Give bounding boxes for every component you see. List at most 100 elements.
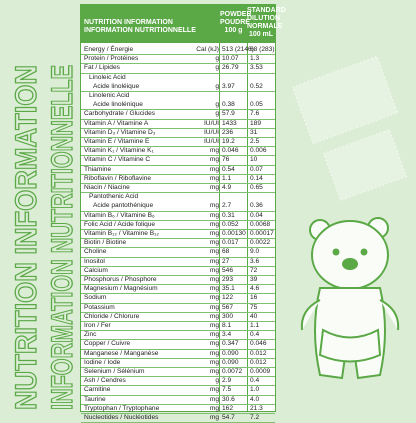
table-row: Energy / Énergie Cal (kJ) 513 (2146) 68 (28… [81, 45, 275, 56]
header-text: POUDRE [220, 19, 250, 26]
row-unit: g [215, 64, 219, 72]
row-label: Biotin / Biotine [84, 239, 127, 247]
row-powder: 76 [222, 156, 230, 164]
row-label: Vitamin K₁ / Vitamine K₁ [84, 147, 154, 155]
header-text: NUTRITION INFORMATION [84, 19, 173, 26]
row-unit: mg [209, 368, 219, 375]
row-unit: IU/UI [203, 138, 219, 145]
row-label: Chloride / Chlorure [84, 312, 140, 320]
row-label: Acide pantothénique [93, 202, 154, 210]
table-row: Folic Acid / Acide folique mg 0.052 0.0068 [81, 220, 275, 230]
row-label: Vitamin B₁₂ / Vitamine B₁₂ [84, 230, 159, 237]
row-powder: 4.9 [222, 184, 232, 191]
header-text: 100 mL [248, 31, 274, 38]
row-label: Phosphorus / Phosphore [84, 276, 157, 283]
row-unit: mg [209, 248, 219, 256]
row-unit: Cal (kJ) [196, 46, 219, 53]
row-powder: 0.0072 [222, 368, 243, 375]
table-row: Chloride / Chlorure mg 300 40 [81, 312, 275, 322]
row-unit: mg [209, 266, 219, 274]
row-label: Vitamin E / Vitamine E [84, 138, 150, 145]
row-unit: mg [209, 395, 219, 403]
row-powder: 546 [222, 266, 234, 274]
table-row: Biotin / Biotine mg 0.017 0.0022 [81, 238, 275, 249]
row-label: Riboflavin / Riboflavine [84, 174, 152, 182]
row-standard: 0.0009 [250, 368, 271, 375]
row-label: Copper / Cuivre [84, 340, 131, 348]
row-standard: 0.4 [250, 377, 260, 385]
column-divider [247, 43, 248, 411]
row-label: Acide linolénique [93, 101, 143, 109]
table-row: Vitamin K₁ / Vitamine K₁ mg 0.046 0.006 [81, 146, 275, 157]
row-label: Folic Acid / Acide folique [84, 220, 156, 228]
row-unit: mg [209, 331, 219, 339]
row-unit: mg [209, 303, 219, 311]
table-row: Nucleotides / Nucléotides mg 54.7 7.2 [81, 413, 275, 423]
row-unit: mg [209, 285, 219, 293]
header-label: NUTRITION INFORMATION INFORMATION NUTRITI… [84, 19, 196, 35]
row-label: Choline [84, 248, 107, 256]
side-banner: NUTRITION INFORMATION INFORMATION NUTRIT… [9, 64, 79, 410]
row-label: Linoleic Acid [89, 73, 126, 81]
row-powder: 0.017 [222, 239, 239, 247]
table-row: Riboflavin / Riboflavine mg 1.1 0.14 [81, 174, 275, 184]
table-row: Copper / Cuivre mg 0.347 0.046 [81, 339, 275, 350]
row-standard: 0.65 [250, 184, 263, 191]
row-powder: 0.090 [222, 349, 239, 357]
row-powder: 300 [222, 312, 234, 320]
table-row: Magnesium / Magnésium mg 35.1 4.6 [81, 284, 275, 295]
header-text: INFORMATION NUTRITIONNELLE [84, 27, 196, 34]
table-row: Vitamin C / Vitamine C mg 76 10 [81, 155, 275, 166]
table-row: Zinc mg 3.4 0.4 [81, 330, 275, 341]
row-standard: 3.6 [250, 257, 260, 265]
row-powder: 0.38 [222, 101, 235, 109]
row-standard: 75 [250, 303, 258, 311]
row-powder: 122 [222, 294, 234, 302]
row-standard: 72 [250, 266, 258, 274]
table-row: Choline mg 68 9.0 [81, 247, 275, 258]
row-label: Vitamin D₃ / Vitamine D₃ [84, 128, 156, 136]
row-label: Carbohydrate / Glucides [84, 110, 156, 118]
row-powder: 54.7 [222, 414, 235, 421]
table-row: Taurine mg 30.6 4.0 [81, 395, 275, 405]
row-label: Manganese / Manganèse [84, 349, 159, 357]
row-unit: mg [209, 174, 219, 182]
row-unit: g [215, 377, 219, 385]
row-unit: mg [209, 239, 219, 247]
table-header: NUTRITION INFORMATION INFORMATION NUTRITI… [81, 5, 286, 43]
row-unit: mg [209, 147, 219, 155]
row-powder: 35.1 [222, 285, 235, 293]
row-standard: 4.6 [250, 285, 260, 293]
row-powder: 0.090 [222, 358, 239, 366]
row-unit: g [215, 110, 219, 118]
row-unit: mg [209, 386, 219, 394]
row-unit: mg [209, 312, 219, 320]
row-powder: 68 [222, 248, 230, 256]
row-unit: mg [209, 404, 219, 412]
row-label: Carnitine [84, 386, 111, 394]
row-unit: mg [209, 257, 219, 265]
table-row: Linolenic Acid Acide linolénique g 0.38 0.05 [81, 91, 275, 111]
table-row: Pantothenic Acid Acide pantothénique mg 2.7… [81, 192, 275, 212]
header-powder: POWDER POUDRE 100 g [220, 11, 252, 35]
row-standard: 0.00017 [250, 230, 274, 237]
row-powder: 236 [222, 128, 234, 136]
row-label: Energy / Énergie [84, 46, 134, 53]
row-unit: mg [209, 202, 219, 210]
row-unit: IU/UI [203, 119, 219, 127]
side-text: INFORMATION NUTRITIONNELLE [46, 65, 79, 410]
row-standard: 10 [250, 156, 258, 164]
row-unit: mg [209, 211, 219, 219]
row-label: Iodine / Iode [84, 358, 121, 366]
row-unit: mg [209, 349, 219, 357]
table-row: Iron / Fer mg 8.1 1.1 [81, 321, 275, 332]
row-unit: mg [209, 156, 219, 164]
row-powder: 513 (2146) [222, 46, 254, 53]
row-standard: 3.53 [250, 64, 263, 72]
row-standard: 40 [250, 312, 258, 320]
row-standard: 1.1 [250, 322, 260, 329]
row-powder: 567 [222, 303, 234, 311]
row-unit: g [215, 82, 219, 90]
table-row: Tryptophan / Tryptophane mg 162 21.3 [81, 404, 275, 414]
